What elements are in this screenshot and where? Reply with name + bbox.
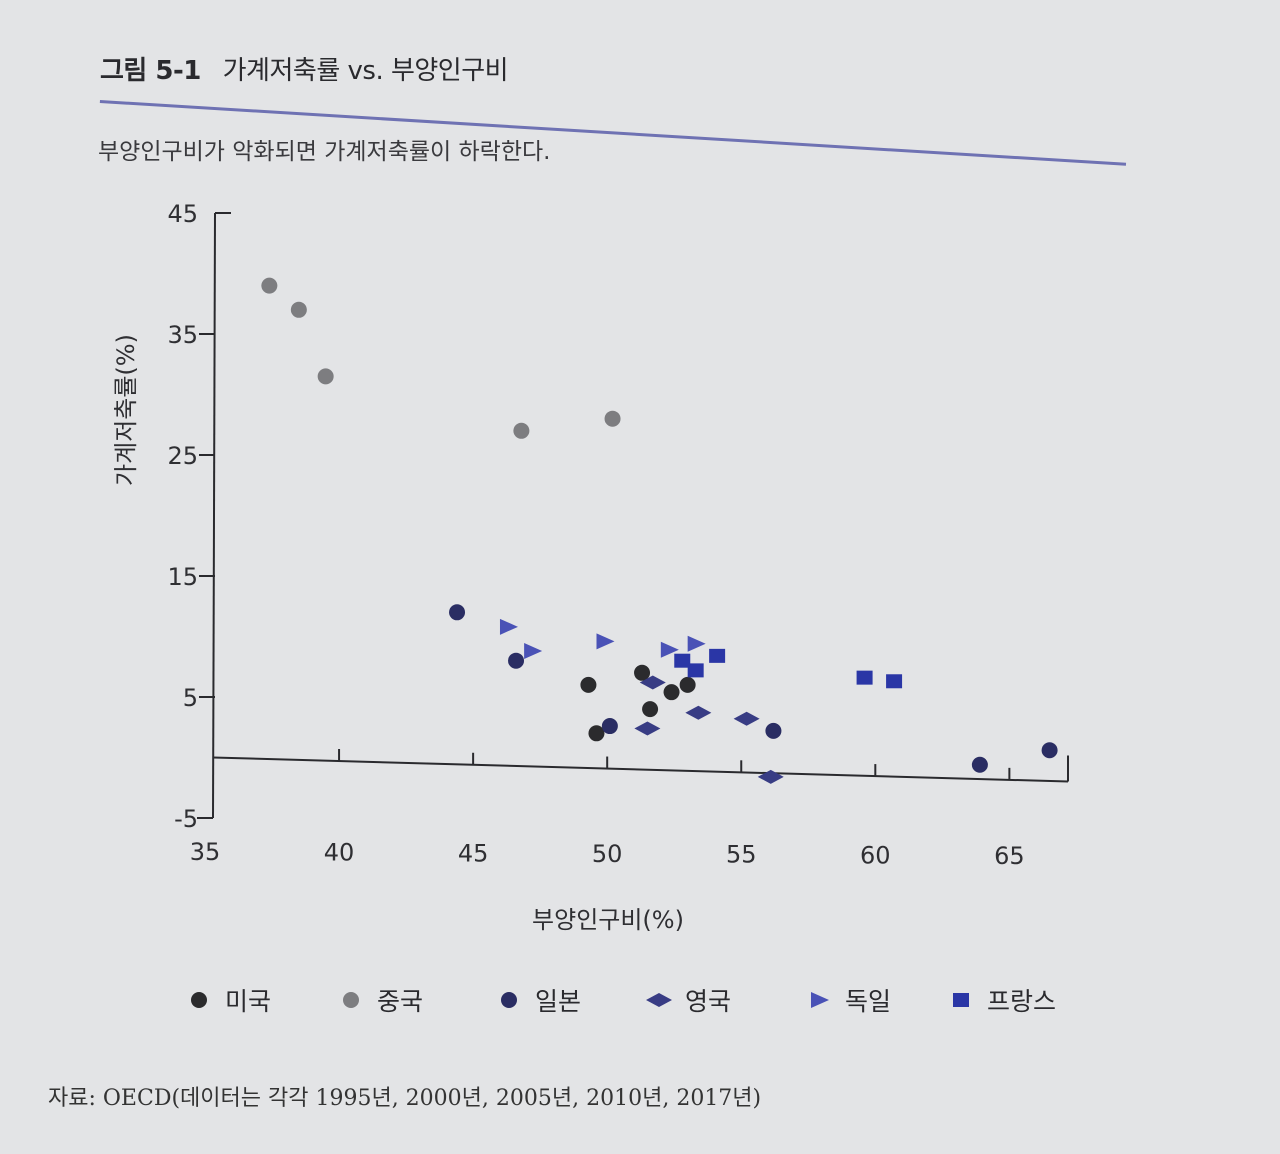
data-point-일본	[1041, 742, 1058, 759]
x-tick-label: 35	[190, 838, 221, 866]
data-point-일본	[765, 722, 782, 739]
data-point-독일	[499, 618, 518, 635]
data-point-독일	[687, 635, 706, 652]
legend-marker	[343, 992, 359, 1008]
x-tick-label: 65	[994, 842, 1025, 870]
data-point-영국	[733, 711, 760, 726]
data-point-프랑스	[674, 653, 691, 668]
data-point-독일	[660, 641, 679, 658]
data-point-프랑스	[856, 670, 873, 685]
data-point-일본	[508, 652, 525, 669]
y-tick-label: 45	[167, 200, 198, 228]
legend-label: 프랑스	[987, 987, 1057, 1016]
figure-source: 자료: OECD(데이터는 각각 1995년, 2000년, 2005년, 20…	[48, 1086, 762, 1111]
data-point-일본	[601, 718, 618, 735]
legend-marker-icon	[191, 992, 207, 1008]
y-axis-title: 가계저축률(%)	[112, 334, 140, 486]
legend-marker	[953, 993, 969, 1007]
data-point-중국	[261, 277, 278, 294]
legend-label: 영국	[685, 987, 732, 1016]
y-tick-label: 5	[183, 684, 198, 712]
data-point-영국	[757, 769, 784, 784]
legend-item: 독일	[805, 982, 891, 1018]
data-point-중국	[513, 422, 530, 439]
legend-marker	[646, 993, 672, 1007]
legend-item: 영국	[645, 982, 731, 1018]
y-axis-line	[212, 212, 216, 819]
data-point-프랑스	[687, 663, 704, 678]
figure-header: 그림 5-1 가계저축률 vs. 부양인구비	[100, 50, 509, 87]
figure-title: 가계저축률 vs. 부양인구비	[222, 56, 509, 86]
scatter-chart: 45 35 25 15 5 -5 35 40 45 50 55 60 65 가계저축률(%) 부양인구비…	[112, 200, 1069, 934]
data-point-독일	[596, 633, 615, 650]
legend-item: 프랑스	[947, 982, 1056, 1018]
legend-marker	[191, 992, 207, 1008]
x-tick-label: 40	[324, 839, 355, 867]
figure-number: 그림 5-1	[100, 56, 201, 86]
data-point-미국	[634, 664, 651, 681]
data-point-미국	[580, 676, 597, 693]
y-tick-label: 25	[167, 442, 198, 470]
legend-label: 미국	[225, 987, 272, 1016]
legend-item: 미국	[185, 982, 271, 1018]
x-tick-label: 45	[458, 839, 489, 867]
x-axis-title: 부양인구비(%)	[532, 906, 684, 934]
data-point-프랑스	[709, 648, 726, 663]
data-point-중국	[317, 368, 334, 385]
chart-ticks: 45 35 25 15 5 -5 35 40 45 50 55 60 65	[167, 200, 1024, 870]
legend-marker-icon	[501, 992, 517, 1008]
data-point-미국	[642, 701, 659, 718]
y-tick-label: 15	[167, 563, 198, 591]
data-point-중국	[604, 410, 621, 427]
x-tick-label: 60	[860, 841, 891, 869]
legend-marker-icon	[811, 992, 829, 1008]
x-tick-label: 50	[592, 840, 623, 868]
legend-item: 일본	[495, 982, 581, 1018]
legend-marker	[501, 992, 517, 1008]
legend-marker-icon	[343, 992, 359, 1008]
figure-subtitle: 부양인구비가 악화되면 가계저축률이 하락한다.	[98, 139, 551, 165]
chart-axes	[197, 212, 1069, 819]
data-point-일본	[971, 756, 988, 773]
data-point-영국	[685, 705, 712, 720]
data-point-미국	[663, 684, 680, 701]
legend-marker	[811, 992, 829, 1008]
legend-marker-icon	[953, 993, 969, 1007]
chart-legend: 미국 중국 일본 영국 독일 프랑스	[185, 982, 1085, 1022]
data-point-미국	[588, 725, 605, 742]
legend-label: 일본	[535, 987, 582, 1016]
data-point-일본	[449, 604, 466, 621]
legend-label: 중국	[377, 987, 424, 1016]
data-point-프랑스	[886, 674, 903, 689]
data-point-중국	[290, 301, 307, 318]
data-point-영국	[639, 675, 666, 690]
data-point-미국	[679, 676, 696, 693]
y-tick-label: 35	[167, 321, 198, 349]
data-point-영국	[634, 721, 661, 736]
chart-marks	[261, 277, 1058, 784]
x-tick-label: 55	[726, 841, 757, 869]
legend-item: 중국	[337, 982, 423, 1018]
x-axis-baseline	[212, 756, 1069, 783]
y-tick-label: -5	[174, 805, 198, 833]
legend-marker-icon	[646, 993, 672, 1007]
data-point-독일	[524, 643, 543, 660]
legend-label: 독일	[845, 987, 892, 1016]
